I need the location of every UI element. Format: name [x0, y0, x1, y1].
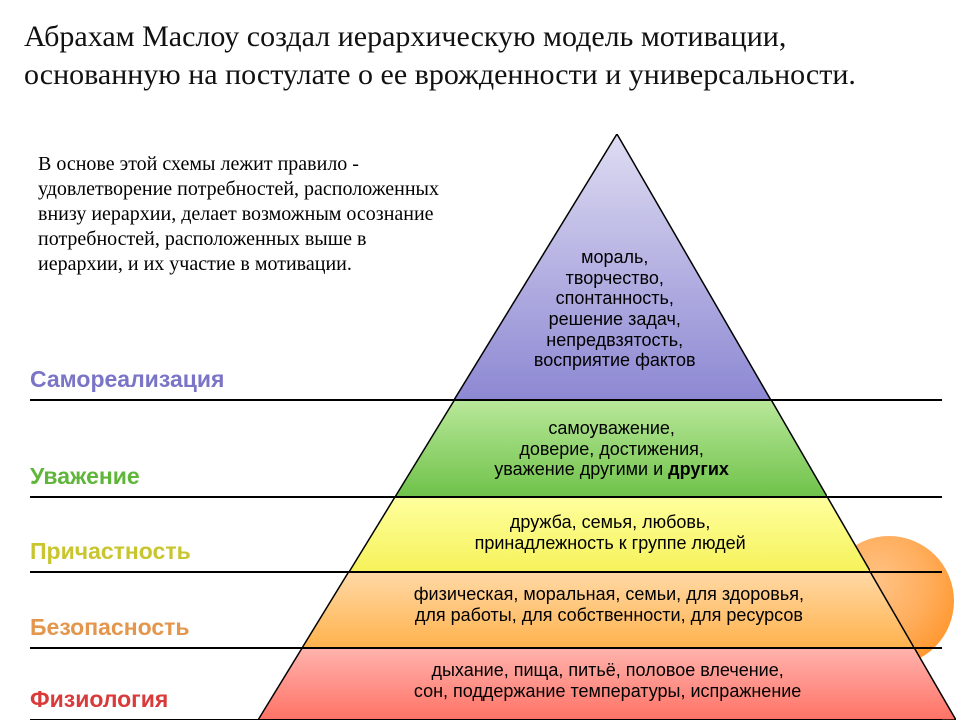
level-content-belong: дружба, семья, любовь,принадлежность к г…	[400, 512, 820, 553]
level-label-self: Самореализация	[30, 366, 224, 393]
divider-esteem	[30, 496, 942, 498]
level-content-self: мораль,творчество,спонтанность,решение з…	[520, 247, 710, 371]
divider-belong	[30, 571, 942, 573]
divider-safety	[30, 647, 942, 649]
level-label-physio: Физиология	[30, 686, 168, 713]
level-content-esteem: самоуважение,доверие, достижения,уважени…	[442, 418, 782, 480]
level-label-safety: Безопасность	[30, 614, 190, 641]
level-label-belong: Причастность	[30, 538, 191, 565]
level-content-physio: дыхание, пища, питьё, половое влечение,с…	[328, 660, 888, 701]
divider-self	[30, 399, 942, 401]
level-content-safety: физическая, моральная, семьи, для здоров…	[349, 584, 869, 625]
level-label-esteem: Уважение	[30, 463, 140, 490]
